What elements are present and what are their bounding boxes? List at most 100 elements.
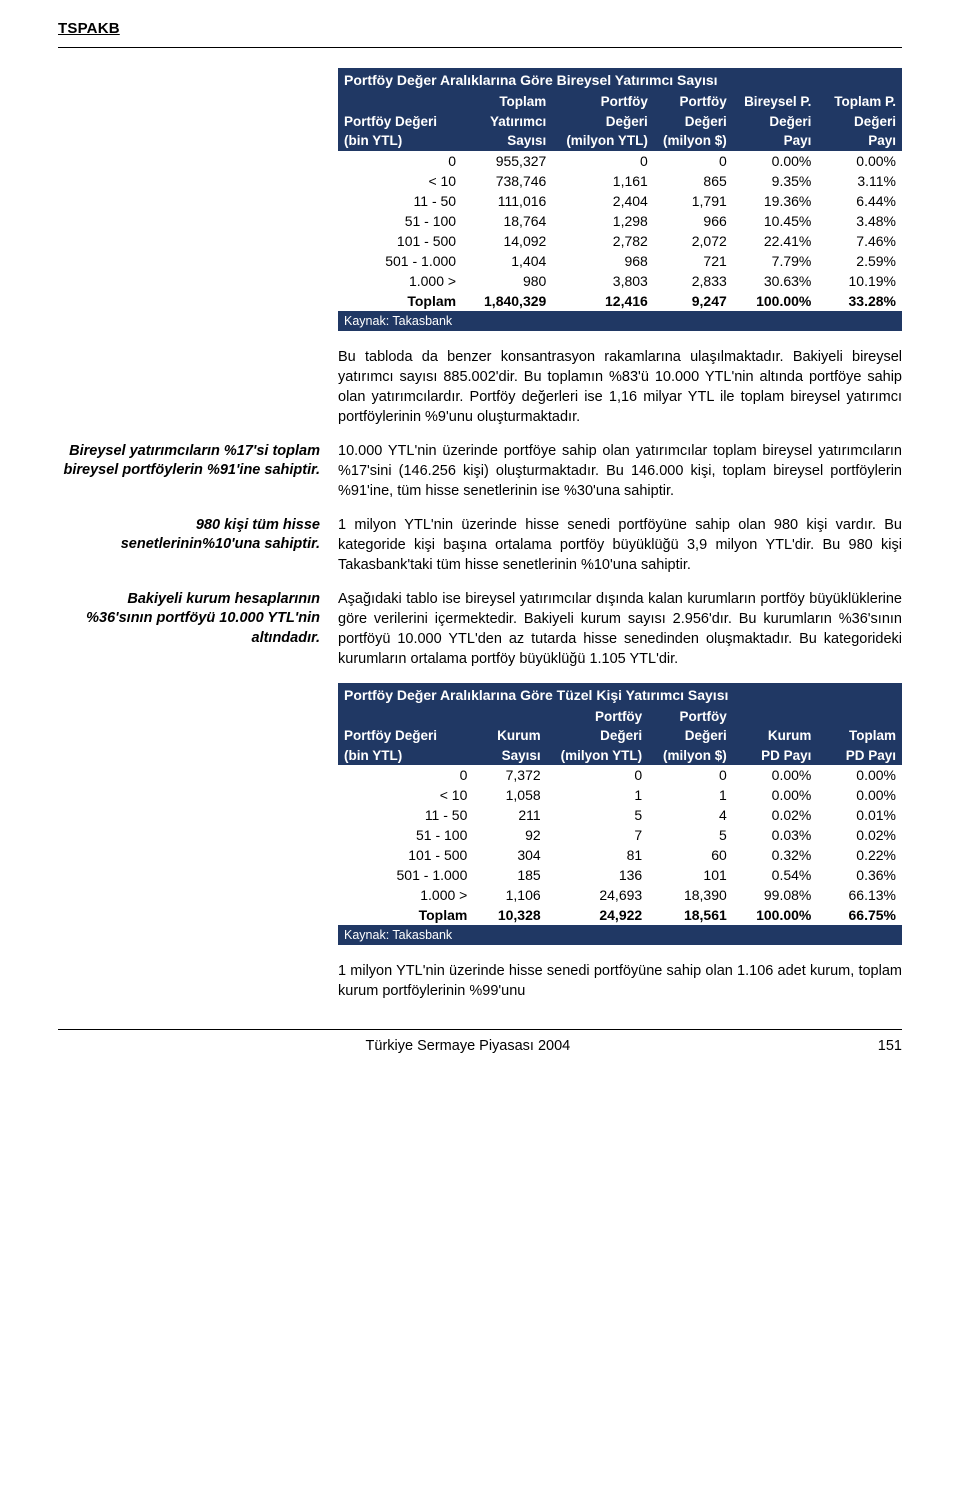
t2-h-l3-0: (bin YTL) bbox=[338, 746, 473, 766]
t1-h-l2-4: Değeri bbox=[733, 112, 818, 132]
t1-h-l1-4: Bireysel P. bbox=[733, 92, 818, 112]
t2-h-l2-4: Kurum bbox=[733, 726, 818, 746]
footer-title: Türkiye Sermaye Piyasası 2004 bbox=[366, 1038, 571, 1054]
t1-cell: 14,092 bbox=[462, 231, 552, 251]
t2-h-l1-5 bbox=[817, 707, 902, 727]
table-row: 501 - 1.0001,4049687217.79%2.59% bbox=[338, 251, 902, 271]
t2-cell: 0.03% bbox=[733, 825, 818, 845]
t1-h-l3-0: (bin YTL) bbox=[338, 131, 462, 151]
t2-cell: 92 bbox=[473, 825, 546, 845]
table-row: 11 - 50111,0162,4041,79119.36%6.44% bbox=[338, 191, 902, 211]
table-row: < 10738,7461,1618659.35%3.11% bbox=[338, 171, 902, 191]
t1-cell: 11 - 50 bbox=[338, 191, 462, 211]
t2-cell: 18,390 bbox=[648, 885, 733, 905]
table-row: 51 - 10092750.03%0.02% bbox=[338, 825, 902, 845]
t1-h-l3-2: (milyon YTL) bbox=[552, 131, 654, 151]
body-para-1: 10.000 YTL'nin üzerinde portföye sahip o… bbox=[338, 441, 902, 501]
t1-cell: 2,782 bbox=[552, 231, 654, 251]
t1-cell: 980 bbox=[462, 271, 552, 291]
t2-h-l3-2: (milyon YTL) bbox=[547, 746, 649, 766]
t2-h-l3-5: PD Payı bbox=[817, 746, 902, 766]
org-header: TSPAKB bbox=[58, 20, 902, 37]
t2-cell: 211 bbox=[473, 805, 546, 825]
t1-cell: 0.00% bbox=[733, 151, 818, 171]
t1-cell: 7.79% bbox=[733, 251, 818, 271]
t1-cell: 1.000 > bbox=[338, 271, 462, 291]
t2-cell: 0.36% bbox=[817, 865, 902, 885]
t1-total-3: 9,247 bbox=[654, 291, 733, 311]
t2-cell: 0.22% bbox=[817, 845, 902, 865]
t2-cell: 0 bbox=[648, 765, 733, 785]
t2-cell: 0.02% bbox=[733, 805, 818, 825]
table-row: 101 - 50014,0922,7822,07222.41%7.46% bbox=[338, 231, 902, 251]
t2-cell: 0.00% bbox=[817, 765, 902, 785]
t1-cell: 1,298 bbox=[552, 211, 654, 231]
t1-cell: 7.46% bbox=[817, 231, 902, 251]
t1-cell: 10.19% bbox=[817, 271, 902, 291]
table1-title: Portföy Değer Aralıklarına Göre Bireysel… bbox=[338, 68, 902, 92]
t1-cell: 1,791 bbox=[654, 191, 733, 211]
t1-cell: 0 bbox=[338, 151, 462, 171]
table-row: 0955,327000.00%0.00% bbox=[338, 151, 902, 171]
t1-cell: 738,746 bbox=[462, 171, 552, 191]
t1-cell: 111,016 bbox=[462, 191, 552, 211]
body-para-3: Aşağıdaki tablo ise bireysel yatırımcıla… bbox=[338, 589, 902, 669]
t1-cell: 2.59% bbox=[817, 251, 902, 271]
t1-h-l1-0 bbox=[338, 92, 462, 112]
t2-cell: 136 bbox=[547, 865, 649, 885]
t2-cell: 5 bbox=[648, 825, 733, 845]
t2-cell: 185 bbox=[473, 865, 546, 885]
table-row: 11 - 50211540.02%0.01% bbox=[338, 805, 902, 825]
t2-cell: 0.00% bbox=[733, 765, 818, 785]
sidenote-2: 980 kişi tüm hisse senetlerinin%10'una s… bbox=[58, 515, 320, 555]
t1-cell: 865 bbox=[654, 171, 733, 191]
table-row: 1.000 >1,10624,69318,39099.08%66.13% bbox=[338, 885, 902, 905]
t1-h-l2-1: Yatırımcı bbox=[462, 112, 552, 132]
table-individual-investors: Portföy Değer Aralıklarına Göre Bireysel… bbox=[338, 68, 902, 331]
t1-cell: < 10 bbox=[338, 171, 462, 191]
t1-h-l1-5: Toplam P. bbox=[817, 92, 902, 112]
t2-h-l2-2: Değeri bbox=[547, 726, 649, 746]
t1-cell: 3.11% bbox=[817, 171, 902, 191]
t2-cell: 7,372 bbox=[473, 765, 546, 785]
t2-source: Kaynak: Takasbank bbox=[338, 925, 902, 945]
t2-cell: 51 - 100 bbox=[338, 825, 473, 845]
t2-cell: 81 bbox=[547, 845, 649, 865]
t2-cell: 0.00% bbox=[733, 785, 818, 805]
t2-cell: 1,058 bbox=[473, 785, 546, 805]
t2-total-1: 10,328 bbox=[473, 905, 546, 925]
t2-cell: 0.02% bbox=[817, 825, 902, 845]
t1-total-0: Toplam bbox=[338, 291, 462, 311]
table-row: 51 - 10018,7641,29896610.45%3.48% bbox=[338, 211, 902, 231]
table-row: 1.000 >9803,8032,83330.63%10.19% bbox=[338, 271, 902, 291]
t1-h-l3-1: Sayısı bbox=[462, 131, 552, 151]
t2-cell: 7 bbox=[547, 825, 649, 845]
t1-cell: 9.35% bbox=[733, 171, 818, 191]
t2-h-l2-5: Toplam bbox=[817, 726, 902, 746]
t2-cell: 1,106 bbox=[473, 885, 546, 905]
t1-cell: 3,803 bbox=[552, 271, 654, 291]
t1-cell: 6.44% bbox=[817, 191, 902, 211]
t2-cell: 24,693 bbox=[547, 885, 649, 905]
t1-h-l1-3: Portföy bbox=[654, 92, 733, 112]
t1-cell: 10.45% bbox=[733, 211, 818, 231]
t2-total-2: 24,922 bbox=[547, 905, 649, 925]
t2-cell: 0.00% bbox=[817, 785, 902, 805]
t2-h-l3-4: PD Payı bbox=[733, 746, 818, 766]
t1-source: Kaynak: Takasbank bbox=[338, 311, 902, 331]
t2-cell: 0.32% bbox=[733, 845, 818, 865]
table-row: 07,372000.00%0.00% bbox=[338, 765, 902, 785]
t2-h-l2-1: Kurum bbox=[473, 726, 546, 746]
body-para-2: 1 milyon YTL'nin üzerinde hisse senedi p… bbox=[338, 515, 902, 575]
t2-total-4: 100.00% bbox=[733, 905, 818, 925]
t1-cell: 19.36% bbox=[733, 191, 818, 211]
para-after-table1: Bu tabloda da benzer konsantrasyon rakam… bbox=[338, 347, 902, 427]
bottom-rule bbox=[58, 1029, 902, 1030]
t1-h-l2-3: Değeri bbox=[654, 112, 733, 132]
table-row: 101 - 50030481600.32%0.22% bbox=[338, 845, 902, 865]
t2-h-l1-0 bbox=[338, 707, 473, 727]
t2-cell: 99.08% bbox=[733, 885, 818, 905]
top-rule bbox=[58, 47, 902, 48]
t2-cell: 60 bbox=[648, 845, 733, 865]
t1-total-2: 12,416 bbox=[552, 291, 654, 311]
